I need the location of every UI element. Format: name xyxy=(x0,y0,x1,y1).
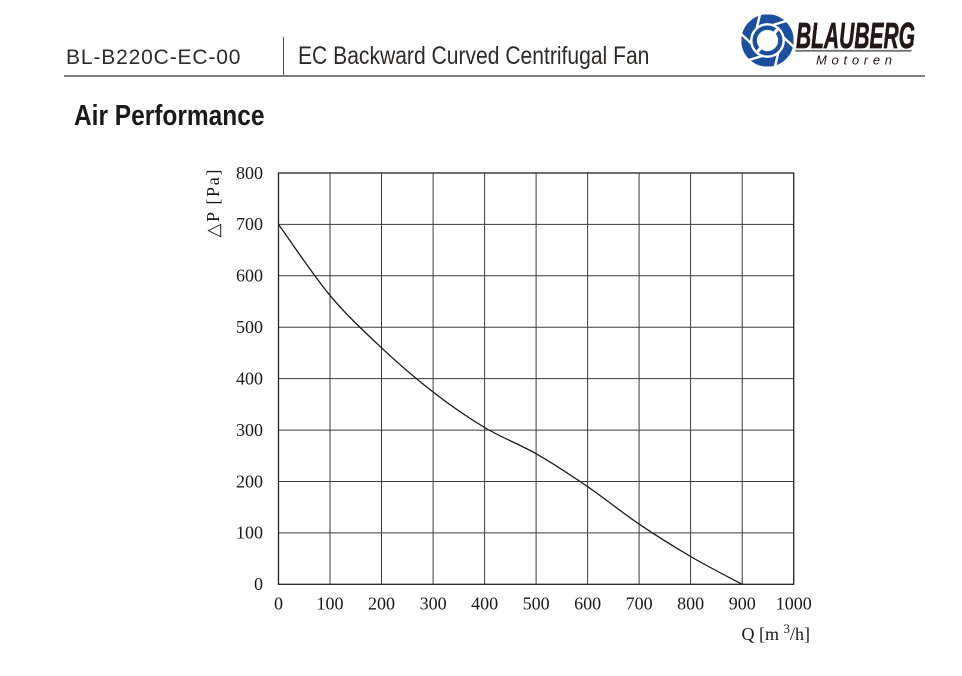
svg-text:600: 600 xyxy=(574,594,601,614)
svg-text:700: 700 xyxy=(236,214,263,234)
svg-text:500: 500 xyxy=(236,317,263,337)
svg-text:400: 400 xyxy=(236,368,263,388)
svg-text:100: 100 xyxy=(317,594,344,614)
svg-text:800: 800 xyxy=(236,163,263,183)
svg-text:1000: 1000 xyxy=(776,594,812,614)
svg-text:500: 500 xyxy=(523,594,550,614)
svg-text:400: 400 xyxy=(471,594,498,614)
svg-text:0: 0 xyxy=(254,574,263,594)
svg-text:△P [Pa]: △P [Pa] xyxy=(203,170,223,238)
svg-text:600: 600 xyxy=(236,266,263,286)
svg-text:0: 0 xyxy=(274,594,283,614)
svg-text:700: 700 xyxy=(626,594,653,614)
svg-text:800: 800 xyxy=(677,594,704,614)
svg-text:900: 900 xyxy=(729,594,756,614)
svg-text:200: 200 xyxy=(368,594,395,614)
svg-text:300: 300 xyxy=(420,594,447,614)
svg-text:Motoren: Motoren xyxy=(816,53,892,68)
svg-text:BLAUBERG: BLAUBERG xyxy=(796,15,915,56)
svg-text:200: 200 xyxy=(236,471,263,491)
svg-text:300: 300 xyxy=(236,420,263,440)
svg-text:100: 100 xyxy=(236,523,263,543)
svg-text:Q [m 3/h]: Q [m 3/h] xyxy=(742,621,811,644)
